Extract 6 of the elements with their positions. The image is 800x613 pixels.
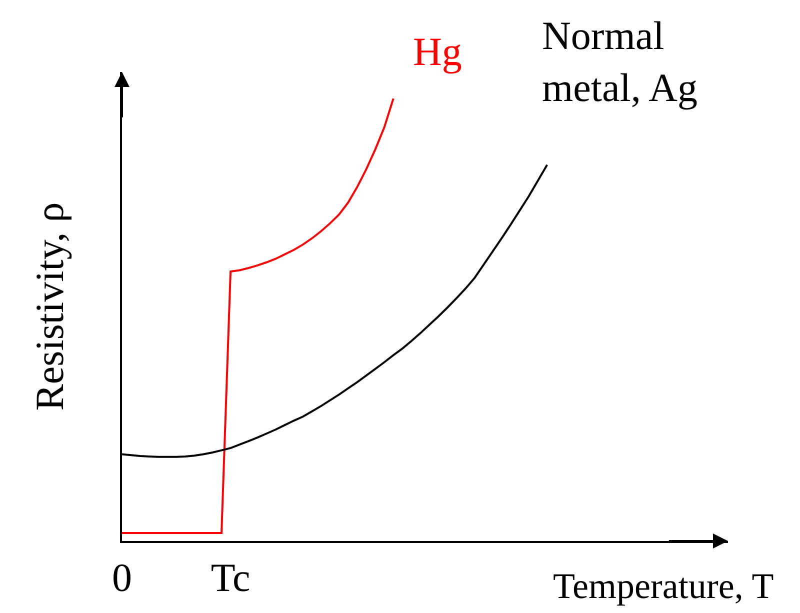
x-axis-title: Temperature, T [553,566,774,606]
x-tick-label: 0 [112,555,132,600]
x-tick-label: Tc [210,555,250,600]
y-axis-title: Resistivity, ρ [26,202,72,411]
series-label: Normal metal, Ag [542,13,698,110]
series-label: Hg [413,29,462,74]
